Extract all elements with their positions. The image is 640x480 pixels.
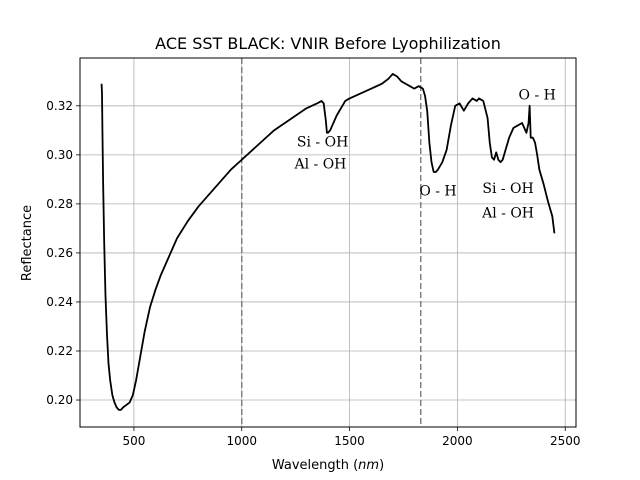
y-axis-ticks: 0.20 0.22 0.24 0.26 0.28 0.30 0.32 (46, 99, 80, 407)
y-tick-label: 0.28 (46, 197, 73, 211)
series-layer (100, 73, 556, 411)
reference-lines (240, 58, 422, 427)
y-tick-label: 0.32 (46, 99, 73, 113)
y-tick-label: 0.20 (46, 393, 73, 407)
x-tick-label: 500 (122, 434, 145, 448)
series-line (100, 73, 556, 411)
annotation-label: Si - OH (297, 134, 348, 150)
grid (80, 58, 576, 427)
x-axis-label: Wavelength (nm) (272, 458, 384, 473)
annotation-label: Al - OH (481, 205, 534, 221)
plot-frame (79, 57, 577, 428)
x-tick-label: 1500 (334, 434, 365, 448)
x-tick-label: 2500 (550, 434, 581, 448)
y-tick-label: 0.26 (46, 246, 73, 260)
x-axis-label-main: Wavelength ( (272, 458, 358, 473)
x-axis-ticks: 500 1000 1500 2000 2500 (122, 427, 580, 448)
y-tick-label: 0.22 (46, 344, 73, 358)
x-tick-label: 1000 (226, 434, 257, 448)
y-tick-label: 0.24 (46, 295, 73, 309)
annotations: Si - OH Al - OH O - H Si - OH Al - OH O - H (293, 88, 555, 222)
x-tick-label: 2000 (442, 434, 473, 448)
x-axis-label-close: ) (379, 458, 384, 473)
x-axis-label-unit: nm (358, 458, 379, 473)
annotation-label: Al - OH (293, 156, 346, 172)
y-axis-label: Reflectance (20, 205, 35, 281)
annotation-label: Si - OH (482, 181, 533, 197)
chart-title: ACE SST BLACK: VNIR Before Lyophilizatio… (155, 34, 501, 53)
y-tick-label: 0.30 (46, 148, 73, 162)
annotation-label: O - H (519, 88, 556, 104)
annotation-label: O - H (419, 183, 456, 199)
